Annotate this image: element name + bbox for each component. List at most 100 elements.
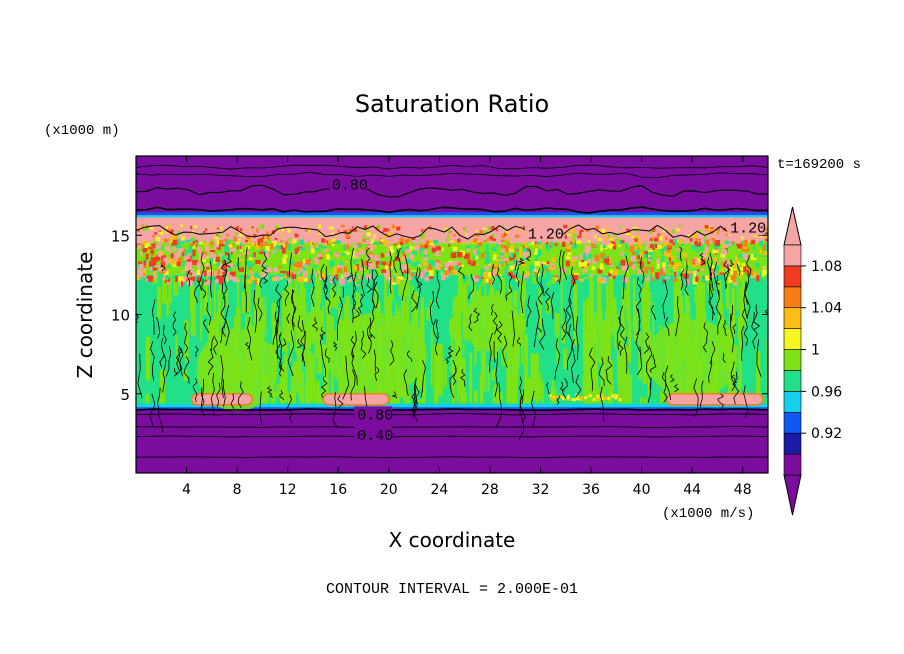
lime-streak <box>433 344 439 404</box>
fringe-cell <box>340 224 345 228</box>
lime-streak <box>623 363 626 404</box>
contour-label: 0.80 <box>357 407 393 424</box>
contour-squiggle <box>545 287 551 311</box>
time-label: t=169200 s <box>777 157 861 173</box>
contour-squiggle <box>351 354 358 386</box>
fringe-cell <box>245 234 251 240</box>
fringe-cell <box>605 228 609 230</box>
mixed-cell <box>455 265 461 270</box>
lime-streak <box>644 323 649 351</box>
fringe-cell <box>281 229 285 232</box>
mixed-cell <box>299 247 306 251</box>
lime-streak <box>560 276 563 325</box>
lime-streak <box>168 274 172 303</box>
mixed-cell <box>598 276 603 280</box>
mixed-cell <box>562 241 566 247</box>
contour-squiggle <box>468 273 475 299</box>
contour-squiggle <box>723 260 731 288</box>
mixed-cell <box>480 253 485 258</box>
pink-pocket <box>177 248 184 253</box>
fringe-cell <box>444 228 449 230</box>
fringe-cell <box>346 228 349 231</box>
fringe-cell <box>676 239 679 243</box>
mixed-cell <box>441 274 446 281</box>
mixed-cell <box>343 272 350 278</box>
fringe-cell <box>671 229 675 234</box>
fringe-cell <box>321 238 326 243</box>
pink-pocket <box>224 252 228 256</box>
fringe-cell <box>584 235 589 239</box>
lime-streak <box>694 286 697 303</box>
fringe-cell <box>279 234 284 237</box>
contour-squiggle <box>729 313 735 353</box>
contour-squiggle <box>336 296 343 341</box>
lime-streak <box>162 273 168 304</box>
fringe-cell <box>631 235 636 238</box>
colorbar-low-arrow <box>783 474 802 516</box>
fringe-cell <box>657 244 662 249</box>
contour-squiggle <box>371 269 376 309</box>
mixed-cell <box>570 259 576 262</box>
lime-streak <box>208 320 213 350</box>
mixed-cell <box>747 248 751 252</box>
contour-squiggle <box>342 355 350 400</box>
mixed-cell <box>691 245 697 250</box>
mixed-cell <box>532 252 537 259</box>
fringe-cell <box>236 238 241 241</box>
mixed-cell <box>263 261 266 264</box>
fringe-cell <box>572 241 575 245</box>
mixed-cell <box>565 247 571 253</box>
lime-streak <box>312 324 316 339</box>
contour-squiggle <box>599 386 605 423</box>
lime-streak <box>686 302 691 330</box>
contour-squiggle <box>279 389 285 401</box>
fringe-cell <box>383 227 388 232</box>
contour-squiggle <box>732 323 737 335</box>
mixed-cell <box>585 251 590 257</box>
mixed-cell <box>714 240 721 246</box>
mixed-cell <box>248 257 253 261</box>
mixed-cell <box>153 271 158 279</box>
mixed-cell <box>159 246 163 250</box>
mixed-cell <box>730 270 737 278</box>
mixed-cell <box>356 279 362 285</box>
mixed-cell <box>271 250 277 253</box>
mixed-cell <box>461 264 465 267</box>
mixed-cell <box>218 276 224 284</box>
mixed-cell <box>142 248 146 253</box>
contour-squiggle <box>730 374 738 387</box>
pink-pocket <box>197 247 202 252</box>
lime-streak <box>245 279 251 313</box>
mixed-cell <box>217 240 224 247</box>
fringe-cell <box>695 233 698 236</box>
mixed-cell <box>534 258 539 264</box>
contour-squiggle <box>261 252 268 270</box>
mixed-cell <box>263 264 268 268</box>
mixed-cell <box>411 262 418 267</box>
mixed-cell <box>535 240 542 245</box>
mixed-cell <box>525 271 530 278</box>
mixed-cell <box>453 277 456 282</box>
fringe-cell <box>598 237 603 242</box>
lime-streak <box>736 278 739 311</box>
surface-warm-cell <box>600 394 604 398</box>
mixed-cell <box>447 266 451 271</box>
fringe-cell <box>621 240 625 243</box>
mixed-cell <box>389 245 394 252</box>
mixed-cell <box>541 277 547 284</box>
lime-streak <box>189 276 194 313</box>
lime-streak <box>460 283 466 315</box>
fringe-cell <box>276 231 279 233</box>
contour-squiggle <box>225 304 230 346</box>
mixed-cell <box>488 262 491 266</box>
lime-streak <box>303 349 306 360</box>
contour-squiggle <box>253 290 258 333</box>
lime-streak <box>166 297 170 316</box>
mixed-cell <box>564 241 568 244</box>
mixed-cell <box>368 245 374 251</box>
pink-pocket <box>204 279 208 282</box>
surface-warm-cell <box>549 396 553 400</box>
fringe-cell <box>736 242 741 244</box>
fringe-cell <box>387 228 390 232</box>
lime-streak <box>200 280 203 341</box>
